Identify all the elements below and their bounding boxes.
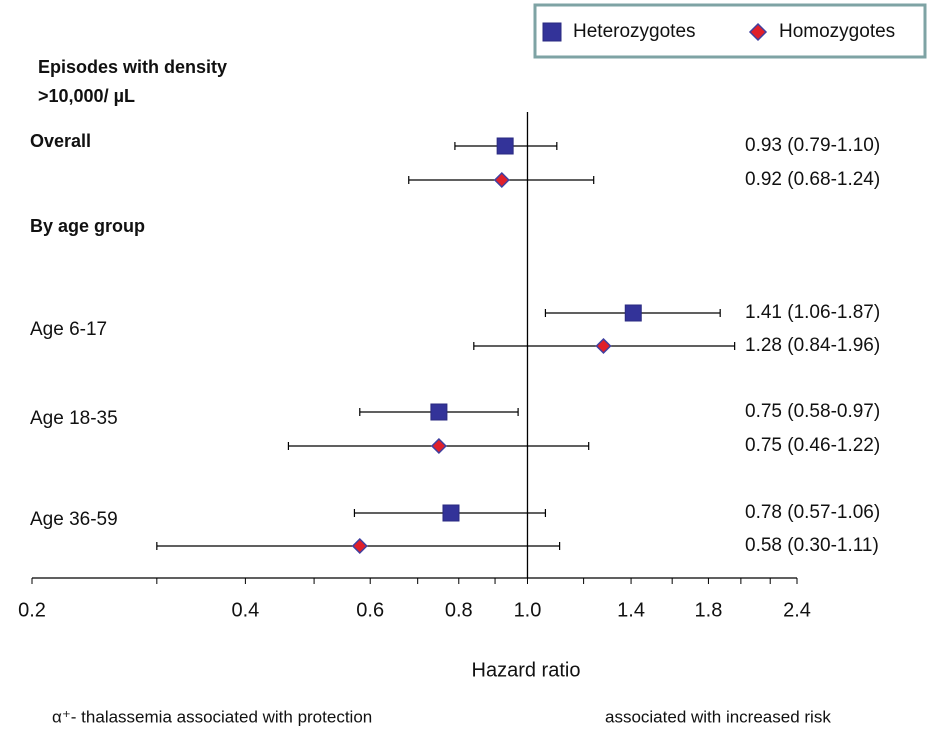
row-label: Age 18-35 [30,408,118,429]
legend-marker [542,22,562,42]
value-label: 1.41 (1.06-1.87) [745,302,880,323]
legend-label: Heterozygotes [573,21,696,42]
x-tick-label: 1.4 [617,599,645,621]
point [624,304,642,322]
x-tick-label: 2.4 [783,599,811,621]
point [496,137,514,155]
point [595,337,612,355]
legend-label: Homozygotes [779,21,895,42]
value-label: 0.75 (0.46-1.22) [745,435,880,456]
value-label: 0.92 (0.68-1.24) [745,169,880,190]
value-label: 0.58 (0.30-1.11) [745,535,879,556]
row-label: Age 6-17 [30,319,107,340]
row-label: Overall [30,131,91,151]
row-label: Age 36-59 [30,509,118,530]
x-tick-label: 0.8 [445,599,473,621]
value-label: 0.75 (0.58-0.97) [745,401,880,422]
x-axis-label: Hazard ratio [472,659,581,681]
legend-box [533,3,927,59]
x-tick-label: 1.0 [514,599,542,621]
section-label: By age group [30,216,145,236]
point [430,403,448,421]
value-label: 0.78 (0.57-1.06) [745,502,880,523]
x-tick-label: 0.2 [18,599,46,621]
header-line: Episodes with density [38,57,227,77]
point [442,504,460,522]
header-line: >10,000/ µL [38,86,135,106]
point [493,171,510,189]
annotation: associated with increased risk [605,707,831,726]
point [430,437,447,455]
x-tick-label: 0.6 [356,599,384,621]
point [351,537,368,555]
x-tick-label: 1.8 [695,599,723,621]
annotation: α⁺- thalassemia associated with protecti… [52,707,372,726]
legend-marker [748,22,768,42]
value-label: 1.28 (0.84-1.96) [745,335,880,356]
value-label: 0.93 (0.79-1.10) [745,135,880,156]
x-tick-label: 0.4 [231,599,259,621]
